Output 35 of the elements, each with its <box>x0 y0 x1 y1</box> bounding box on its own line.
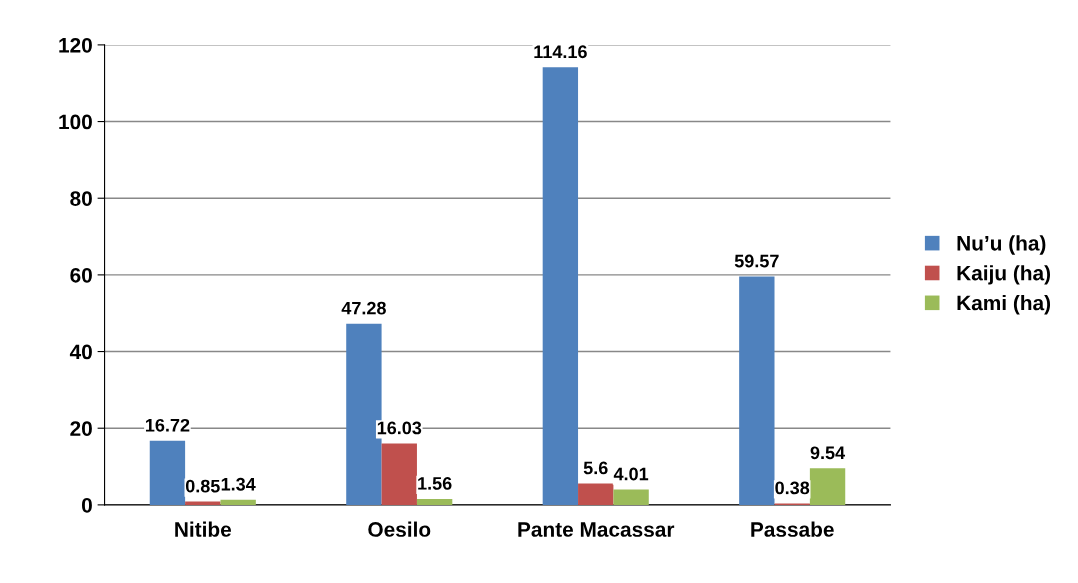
bar <box>739 276 775 505</box>
bar <box>220 499 256 505</box>
y-tick-label: 60 <box>70 267 92 283</box>
data-label: 59.57 <box>734 254 779 268</box>
data-label: 16.03 <box>377 421 422 435</box>
data-label: 9.54 <box>810 446 846 460</box>
data-label: 5.6 <box>583 461 608 475</box>
bar <box>542 67 579 505</box>
data-label: 4.01 <box>613 467 649 481</box>
data-label: 114.16 <box>534 45 587 59</box>
bar <box>578 483 614 505</box>
y-tick-label: 120 <box>59 37 92 53</box>
data-label: 16.72 <box>145 418 190 432</box>
data-label: 1.34 <box>221 477 256 491</box>
x-tick-label: Passabe <box>751 521 834 537</box>
bar <box>613 489 649 505</box>
y-tick-label: 80 <box>70 191 92 206</box>
x-tick-label: Nitibe <box>175 521 232 537</box>
data-label: 1.56 <box>418 476 452 490</box>
data-label: 47.28 <box>341 301 386 315</box>
x-tick-label: Oesilo <box>368 521 431 537</box>
x-tick-label: Pante Macassar <box>518 522 675 537</box>
data-label: 0.85 <box>185 479 220 493</box>
legend-label: Kaiju (ha) <box>957 265 1051 285</box>
bar <box>149 440 186 505</box>
bar <box>381 443 417 505</box>
legend-label: Kami (ha) <box>957 295 1051 315</box>
bar <box>185 501 221 505</box>
bar <box>416 498 453 505</box>
y-tick-label: 0 <box>82 497 92 513</box>
y-tick-label: 20 <box>70 421 92 436</box>
y-tick-label: 100 <box>59 114 92 130</box>
legend-label: Nu’u (ha) <box>957 235 1046 255</box>
data-label: 0.38 <box>775 481 810 495</box>
y-tick-label: 40 <box>69 344 92 360</box>
